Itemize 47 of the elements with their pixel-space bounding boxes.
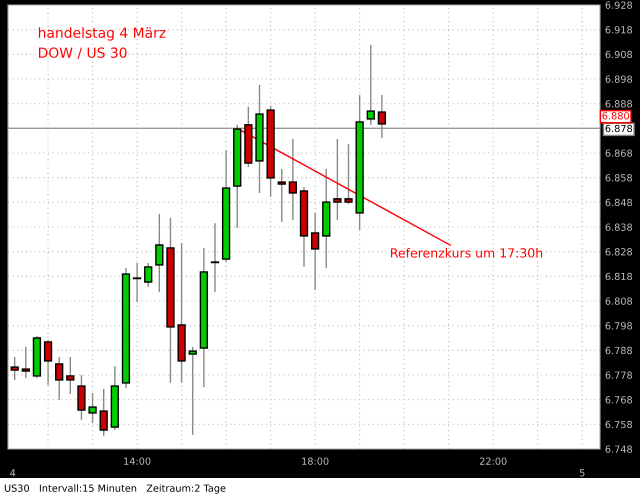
y-tick-label: 6.808 xyxy=(606,297,632,305)
y-tick-label: 6.848 xyxy=(606,198,632,206)
candlestick xyxy=(344,143,353,205)
annotation: Referenzkurs um 17:30h xyxy=(391,248,542,258)
y-tick-label: 6.928 xyxy=(606,1,632,9)
y-tick-label: 6.818 xyxy=(606,272,632,280)
y-tick-label: 6.838 xyxy=(606,223,632,231)
y-tick-label: 6.918 xyxy=(606,26,632,34)
text: handelstag 4 März xyxy=(38,27,166,41)
text: 5 xyxy=(580,469,584,477)
y-tick-label: 6.888 xyxy=(606,100,632,108)
y-tick-label: 6.788 xyxy=(606,346,632,354)
candlestick xyxy=(333,138,342,221)
candlestick xyxy=(278,168,286,223)
x-tick-label: 22:00 xyxy=(480,458,507,465)
candlestick xyxy=(10,356,19,381)
text: 6.880 xyxy=(602,112,629,120)
text: 4 xyxy=(10,469,16,476)
text: DOW / US 30 xyxy=(38,47,127,60)
candlestick xyxy=(66,356,74,395)
y-tick-label: 6.908 xyxy=(606,50,632,58)
candlestick xyxy=(366,44,375,126)
candlestick xyxy=(55,356,64,401)
y-tick-label: 6.878 xyxy=(606,124,632,132)
y-tick-label: 6.868 xyxy=(606,149,632,157)
y-tick-label: 6.898 xyxy=(606,75,632,83)
x-tick-label: 18:00 xyxy=(302,458,328,465)
candlestick xyxy=(288,138,298,221)
y-tick-label: 6.858 xyxy=(606,174,632,182)
y-tick-label: 6.758 xyxy=(606,420,632,428)
candlestick xyxy=(378,94,386,139)
candlestick xyxy=(22,346,30,379)
candlestick xyxy=(144,262,152,288)
y-tick-label: 6.798 xyxy=(606,322,632,330)
y-tick-label: 6.778 xyxy=(606,371,632,379)
text: US30 Intervall:15 Minuten Zeitraum:2 Tage xyxy=(4,484,226,494)
candlestick xyxy=(44,339,52,386)
candlestick xyxy=(155,213,164,293)
y-tick-label: 6.828 xyxy=(606,248,632,256)
candlestick xyxy=(188,346,197,436)
x-tick-label: 14:00 xyxy=(124,458,150,465)
candlestick xyxy=(77,374,86,421)
y-tick-label: 6.748 xyxy=(606,445,632,453)
candlestick xyxy=(310,212,320,291)
candlestick xyxy=(88,392,97,424)
candlestick xyxy=(100,388,108,437)
y-tick-label: 6.768 xyxy=(606,396,632,404)
